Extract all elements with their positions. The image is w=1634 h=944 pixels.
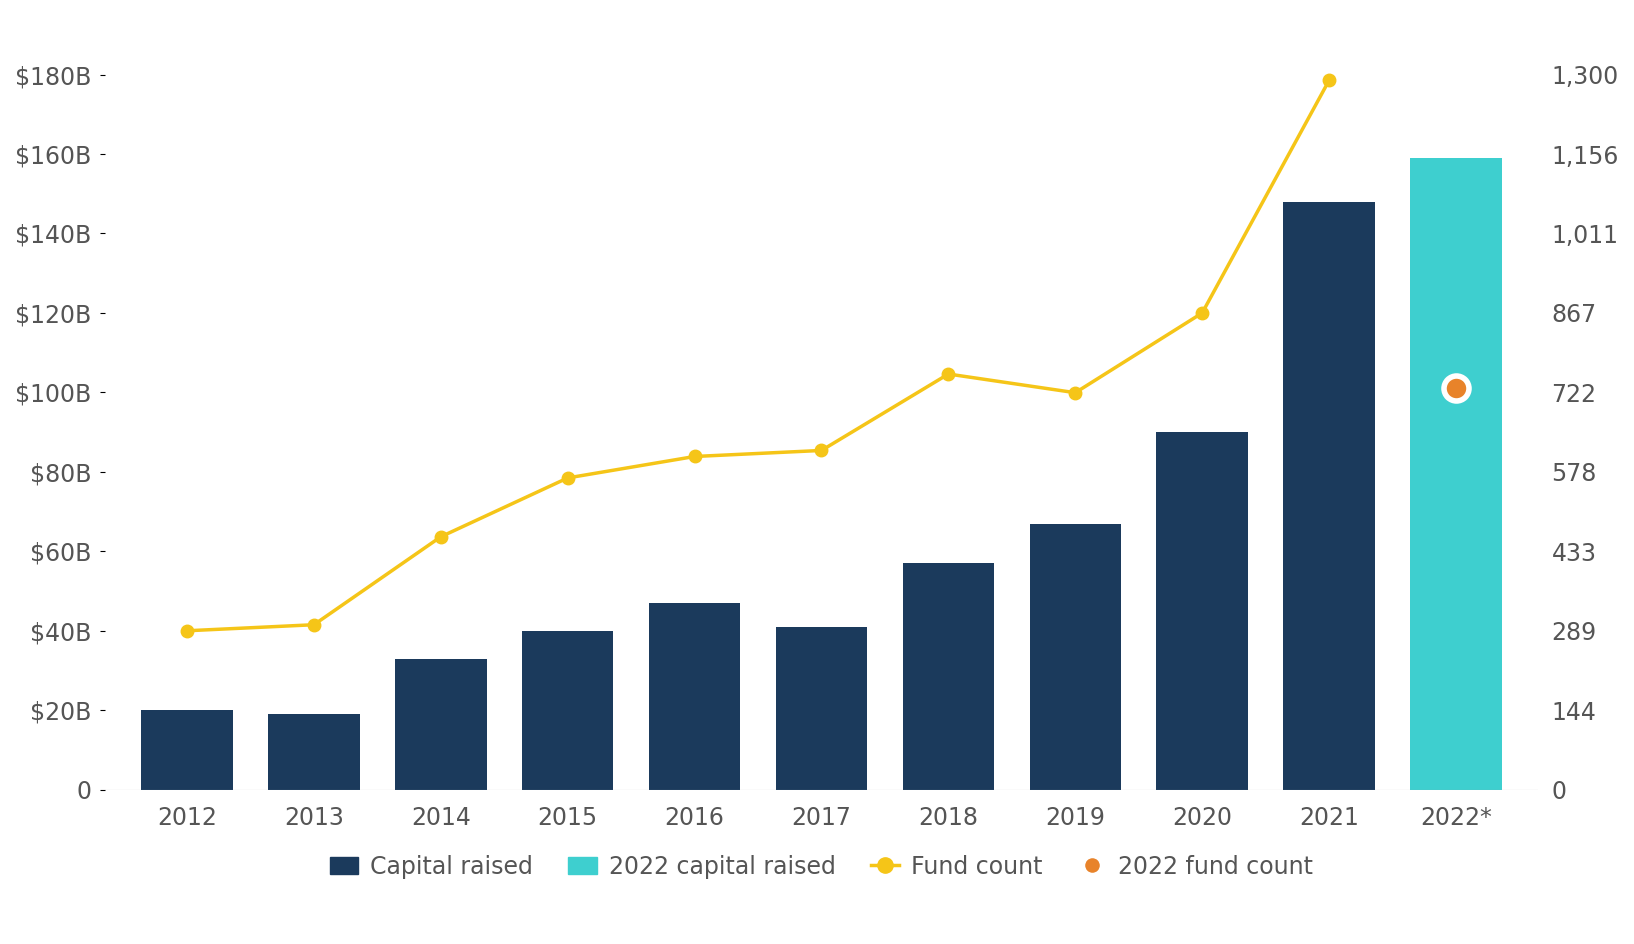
Bar — [268, 715, 359, 790]
Bar — [142, 710, 232, 790]
Bar — [1029, 524, 1121, 790]
Bar — [1157, 432, 1248, 790]
Bar — [902, 564, 993, 790]
Bar — [776, 627, 868, 790]
Bar — [1410, 158, 1502, 790]
Bar — [649, 603, 740, 790]
Legend: Capital raised, 2022 capital raised, Fund count, 2022 fund count: Capital raised, 2022 capital raised, Fun… — [330, 854, 1314, 879]
Bar — [521, 631, 613, 790]
Bar — [1283, 202, 1374, 790]
Bar — [395, 659, 487, 790]
